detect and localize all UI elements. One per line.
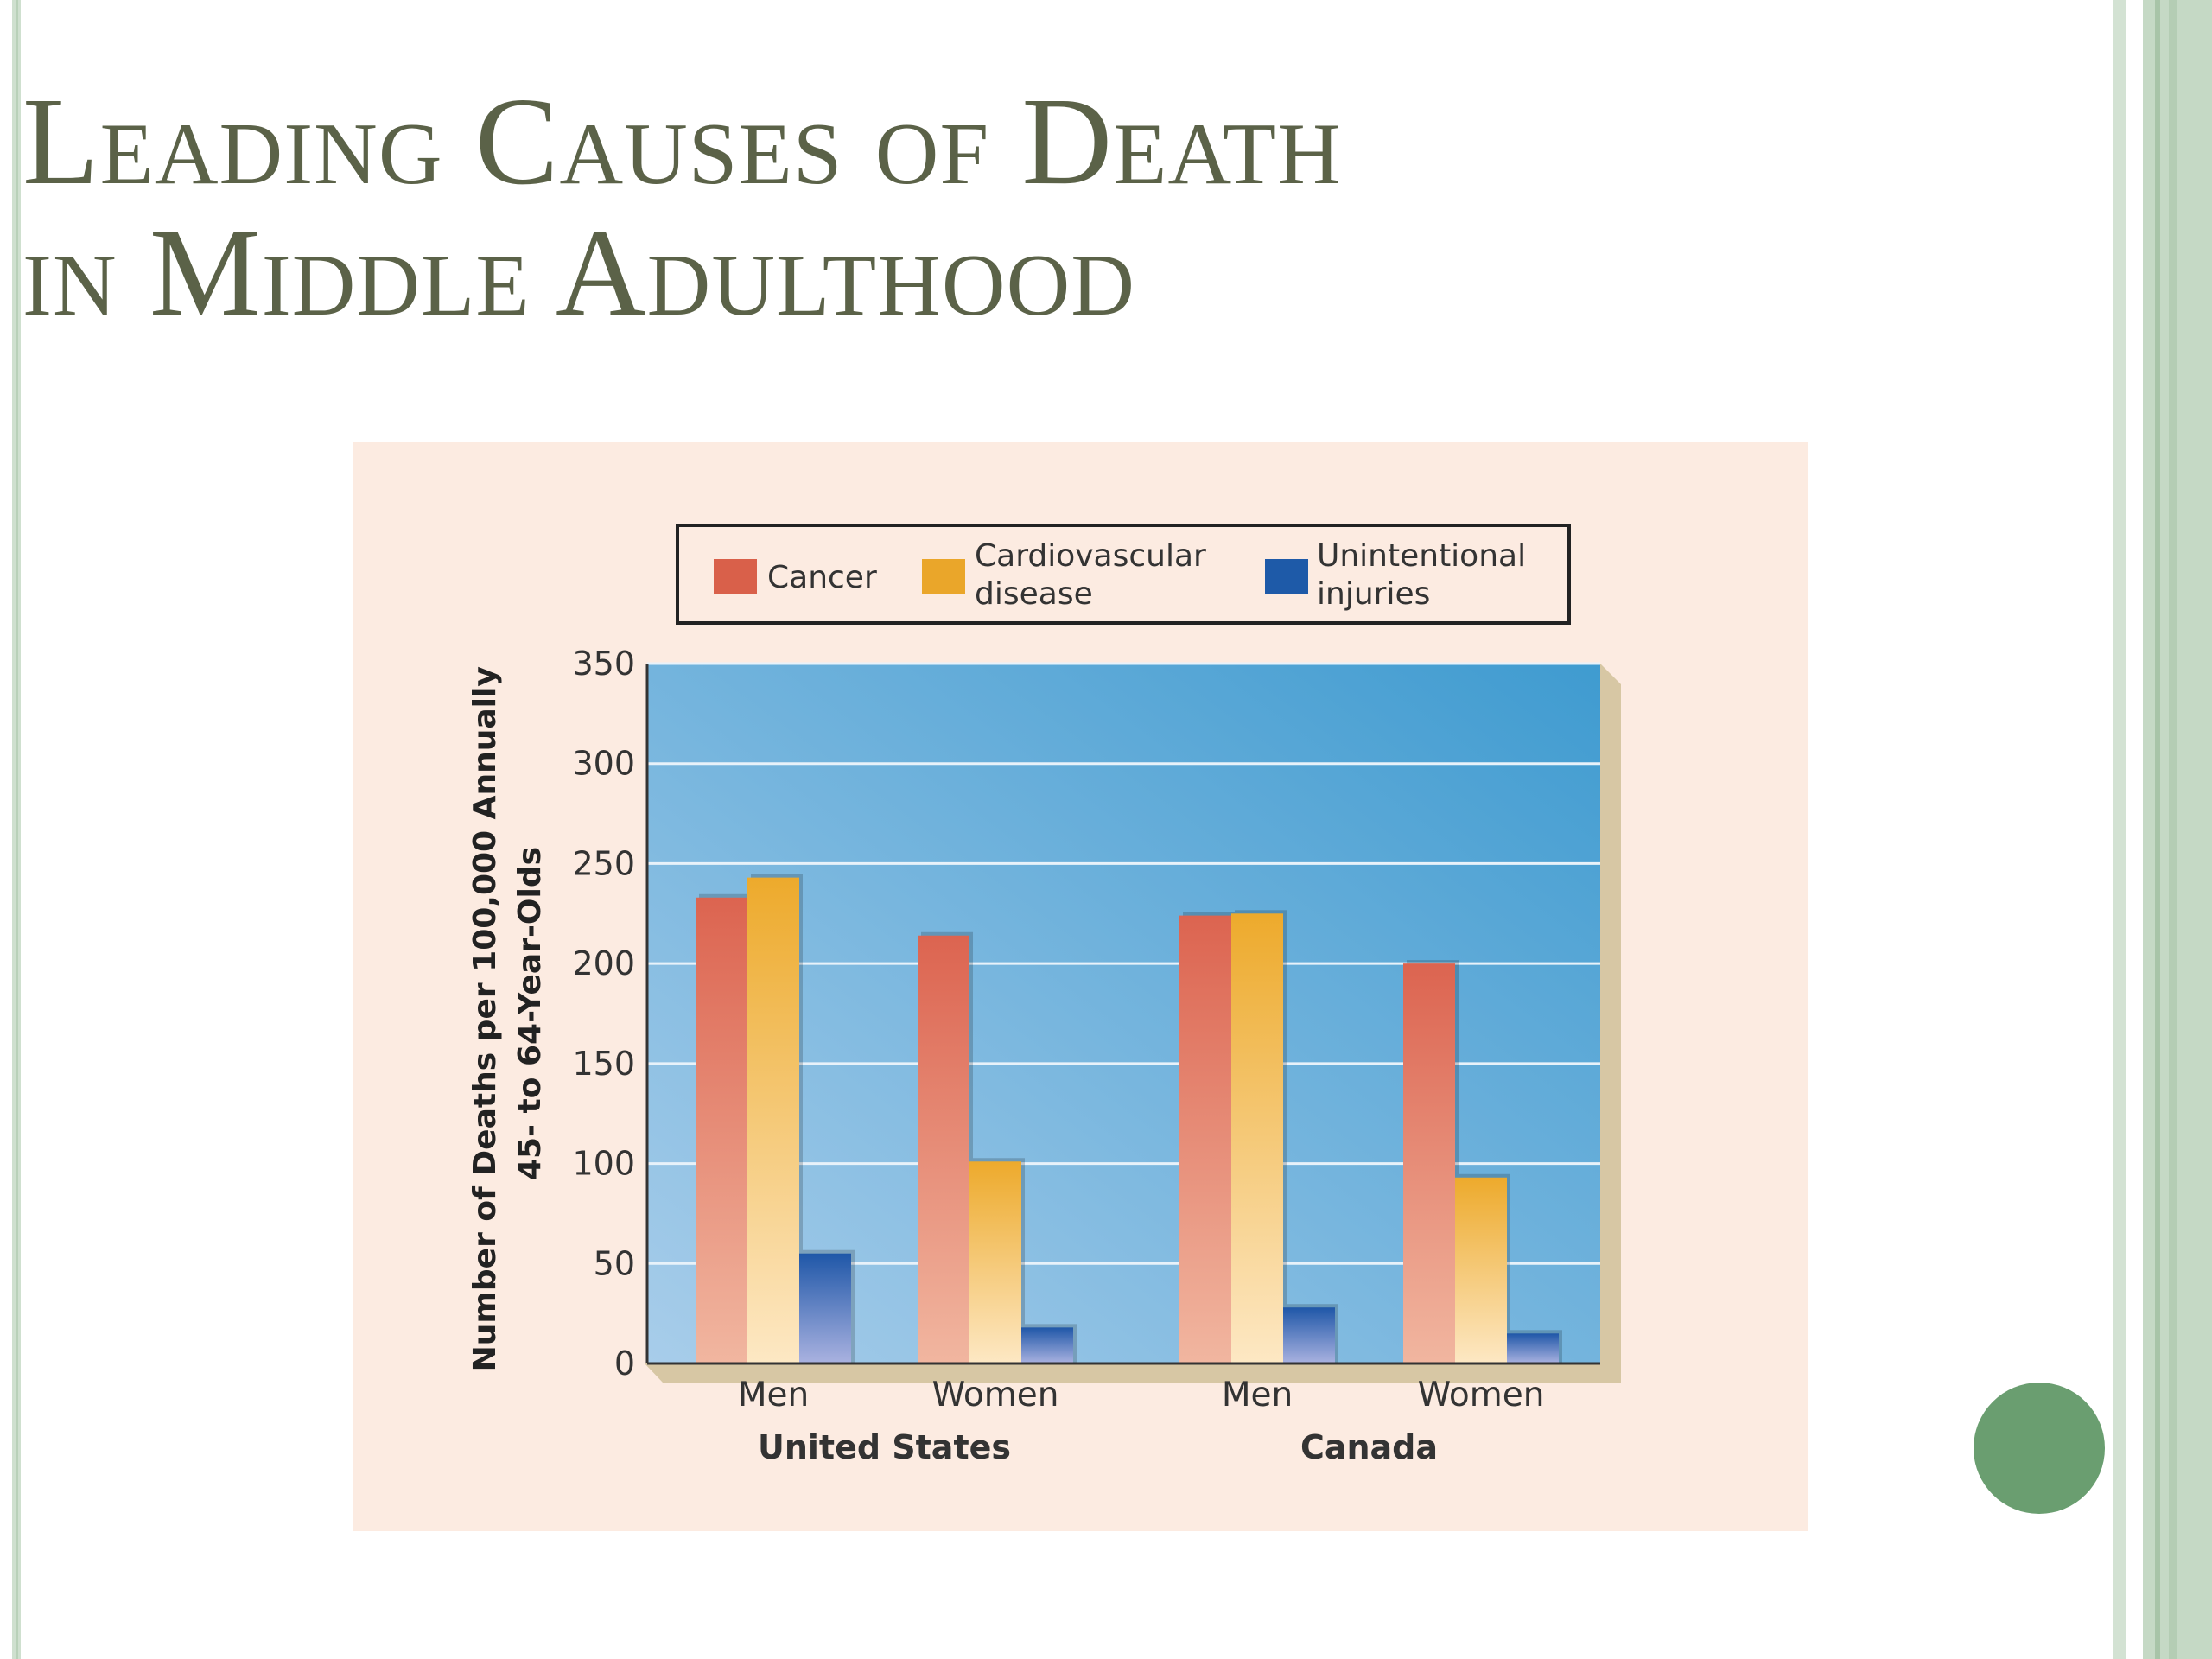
bar-body <box>1455 1177 1507 1363</box>
x-tick-label: Men <box>738 1376 809 1414</box>
bar-body <box>1231 913 1283 1363</box>
bar-cancer <box>696 893 751 1363</box>
bar-cardiovascular <box>969 1158 1025 1363</box>
bar-body <box>918 935 969 1363</box>
legend: Cancer Cardiovascular disease Unintentio… <box>676 524 1571 625</box>
y-axis-label-line-1: Number of Deaths per 100,000 Annually <box>467 666 503 1371</box>
right-border-stripe <box>2113 0 2126 1659</box>
y-axis-label: Number of Deaths per 100,000 Annually 45… <box>467 656 548 1372</box>
slide-title-line-2: in Middle Adulthood <box>22 204 1135 342</box>
decorative-circle <box>1974 1382 2105 1514</box>
bar-body <box>1179 915 1231 1363</box>
slide-title-line-1: Leading Causes of Death <box>22 73 1342 211</box>
x-tick-labels: Men Women Men Women United States Canada <box>738 1376 1545 1466</box>
bar-body <box>799 1253 851 1363</box>
bar-cardiovascular <box>1455 1173 1510 1363</box>
bar-cancer <box>1179 912 1235 1363</box>
bar-body <box>1403 963 1455 1363</box>
legend-label-injuries: Unintentional injuries <box>1317 538 1536 612</box>
y-tick-label: 200 <box>572 944 635 982</box>
legend-swatch-cancer <box>714 559 757 594</box>
slide-title: Leading Causes of Death in Middle Adulth… <box>22 76 1342 339</box>
bar-body <box>1021 1327 1073 1363</box>
legend-label-cancer: Cancer <box>767 560 877 595</box>
right-border-line <box>2155 0 2160 1659</box>
left-border-line <box>16 0 18 1659</box>
y-tick-label: 250 <box>572 844 635 882</box>
x-tick-label: Women <box>1418 1376 1545 1414</box>
bar-cardiovascular <box>1231 910 1287 1363</box>
bar-cancer <box>1403 960 1459 1363</box>
bar-cardiovascular <box>747 874 803 1363</box>
bar-injuries <box>1283 1304 1338 1363</box>
legend-label-cardiovascular: Cardiovascular disease <box>975 538 1216 612</box>
legend-swatch-injuries <box>1265 559 1308 594</box>
legend-swatch-cardiovascular <box>922 559 965 594</box>
y-tick-label: 150 <box>572 1045 635 1083</box>
y-tick-labels: 0 50 100 150 200 250 300 350 <box>572 645 635 1382</box>
y-tick-label: 300 <box>572 745 635 783</box>
group-label: United States <box>758 1428 1011 1466</box>
bar-body <box>696 897 747 1363</box>
bar-injuries <box>1021 1324 1077 1363</box>
y-tick-label: 0 <box>614 1344 635 1382</box>
bar-injuries <box>799 1249 855 1363</box>
bars <box>696 874 1562 1363</box>
bar-body <box>1507 1333 1559 1363</box>
right-border-band <box>2143 0 2212 1659</box>
x-tick-label: Women <box>932 1376 1059 1414</box>
bar-body <box>1283 1307 1335 1363</box>
y-tick-label: 50 <box>594 1244 635 1282</box>
y-tick-label: 350 <box>572 645 635 683</box>
bar-cancer <box>918 931 973 1363</box>
right-border-line <box>2169 0 2177 1659</box>
legend-box <box>676 524 1571 625</box>
y-axis-label-line-2: 45- to 64-Year-Olds <box>512 847 548 1180</box>
bar-body <box>969 1161 1021 1363</box>
bar-body <box>747 877 799 1363</box>
y-tick-label: 100 <box>572 1145 635 1183</box>
group-label: Canada <box>1300 1428 1438 1466</box>
x-tick-label: Men <box>1222 1376 1293 1414</box>
bar-injuries <box>1507 1330 1562 1363</box>
